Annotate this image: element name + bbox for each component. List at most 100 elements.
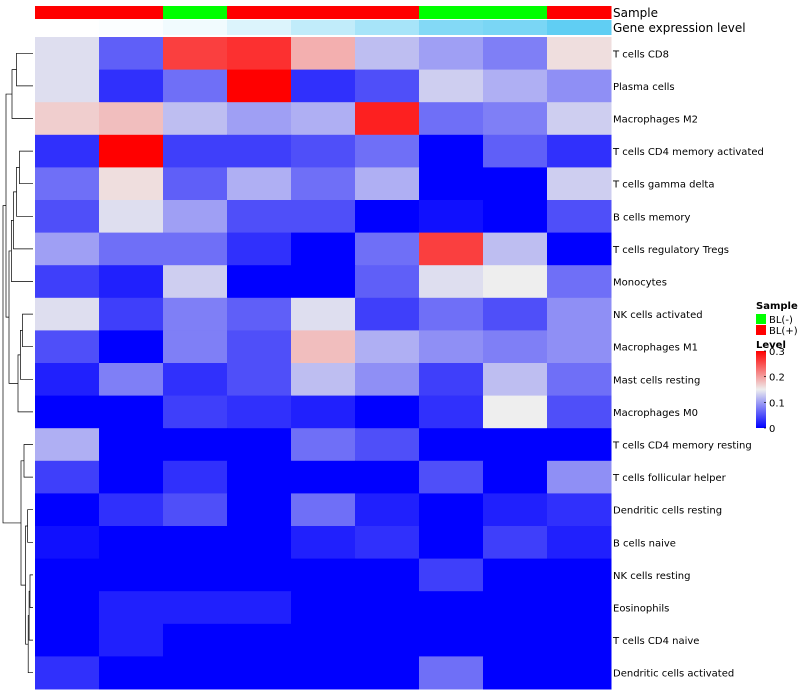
dendrogram-branch <box>27 509 33 543</box>
dendrogram-branch <box>29 574 33 608</box>
heatmap-cell <box>355 363 420 397</box>
heatmap-cell <box>227 265 292 299</box>
heatmap-cell <box>483 493 548 527</box>
heatmap-cell <box>163 395 228 429</box>
heatmap-cell <box>547 297 612 331</box>
heatmap-cell <box>35 526 100 560</box>
legend-tick-label: 0.3 <box>769 347 785 358</box>
heatmap-cell <box>99 297 164 331</box>
row-label: T cells CD4 memory activated <box>612 147 764 158</box>
expression-annotation-cell <box>163 20 228 35</box>
heatmap-cell <box>291 656 356 690</box>
heatmap-cells <box>35 37 612 690</box>
heatmap-cell <box>227 69 292 103</box>
heatmap-cell <box>483 330 548 364</box>
heatmap-cell <box>483 102 548 136</box>
expression-annotation-cell <box>99 20 164 35</box>
row-labels: T cells CD8 Plasma cells Macrophages M2 T c… <box>612 49 764 679</box>
heatmap-cell <box>99 395 164 429</box>
heatmap-cell <box>355 37 420 71</box>
heatmap-cell <box>419 493 484 527</box>
heatmap-cell <box>99 428 164 462</box>
heatmap-cell <box>483 591 548 625</box>
heatmap-cell <box>291 558 356 592</box>
dendrogram-branch <box>8 250 18 384</box>
heatmap-cell <box>35 591 100 625</box>
heatmap-cell <box>483 558 548 592</box>
heatmap-cell <box>35 623 100 657</box>
heatmap-cell <box>419 656 484 690</box>
heatmap-cell <box>163 297 228 331</box>
sample-annotation-cell <box>419 6 484 19</box>
heatmap-cell <box>163 591 228 625</box>
heatmap-cell <box>547 395 612 429</box>
heatmap-cell <box>483 395 548 429</box>
heatmap-cell <box>99 37 164 71</box>
heatmap-cell <box>35 37 100 71</box>
legend-swatch <box>756 314 766 324</box>
expression-annotation-cell <box>419 20 484 35</box>
heatmap-cell <box>355 460 420 494</box>
heatmap-cell <box>419 591 484 625</box>
row-label: Macrophages M2 <box>613 115 698 126</box>
heatmap-cell <box>547 363 612 397</box>
heatmap-cell <box>291 200 356 234</box>
sample-annotation-cell <box>99 6 164 19</box>
heatmap-cell <box>483 37 548 71</box>
heatmap-cell <box>291 428 356 462</box>
heatmap-cell <box>483 134 548 168</box>
expression-annotation-cell <box>355 20 420 35</box>
legend-sample-title: Sample <box>756 301 798 312</box>
dendrogram-branch <box>20 460 26 586</box>
heatmap-cell <box>355 330 420 364</box>
row-label: T cells gamma delta <box>612 180 714 191</box>
heatmap-cell <box>291 330 356 364</box>
heatmap-cell <box>547 493 612 527</box>
heatmap-cell <box>419 395 484 429</box>
heatmap-cell <box>291 102 356 136</box>
row-label: T cells CD4 memory resting <box>612 441 752 452</box>
heatmap-cell <box>355 297 420 331</box>
heatmap-cell <box>227 363 292 397</box>
heatmap-cell <box>99 526 164 560</box>
heatmap-cell <box>547 623 612 657</box>
heatmap-cell <box>483 167 548 201</box>
dendrogram-branch <box>19 150 33 185</box>
heatmap-cell <box>419 526 484 560</box>
dendrogram-branch <box>23 444 33 478</box>
dendrogram-branch <box>11 220 33 282</box>
row-label: Macrophages M1 <box>613 343 698 354</box>
sample-annotation-cell <box>163 6 228 19</box>
heatmap-cell <box>355 102 420 136</box>
heatmap-cell <box>35 102 100 136</box>
heatmap-cell <box>547 591 612 625</box>
heatmap-cell <box>227 134 292 168</box>
heatmap-cell <box>291 265 356 299</box>
expression-annotation-title: Gene expression level <box>613 21 746 35</box>
heatmap-cell <box>227 558 292 592</box>
legend-colorbar <box>756 351 766 428</box>
row-label: T cells regulatory Tregs <box>612 245 729 256</box>
sample-annotation-cell <box>547 6 612 19</box>
heatmap-cell <box>227 460 292 494</box>
heatmap-cell <box>355 591 420 625</box>
heatmap-cell <box>227 297 292 331</box>
row-label: Monocytes <box>613 278 667 289</box>
heatmap-cell <box>163 265 228 299</box>
heatmap-cell <box>163 232 228 266</box>
heatmap-cell <box>163 526 228 560</box>
heatmap-cell <box>547 656 612 690</box>
heatmap-cell <box>35 493 100 527</box>
sample-annotation-cell <box>227 6 292 19</box>
row-label: Dendritic cells resting <box>613 506 722 517</box>
legend-label: BL(-) <box>769 315 793 326</box>
heatmap-cell <box>99 591 164 625</box>
heatmap-cell <box>291 297 356 331</box>
heatmap-cell <box>483 623 548 657</box>
heatmap-cell <box>163 623 228 657</box>
heatmap-cell <box>419 363 484 397</box>
sample-annotation-bar <box>35 6 612 19</box>
heatmap-cell <box>419 200 484 234</box>
row-label: T cells follicular helper <box>612 473 727 484</box>
